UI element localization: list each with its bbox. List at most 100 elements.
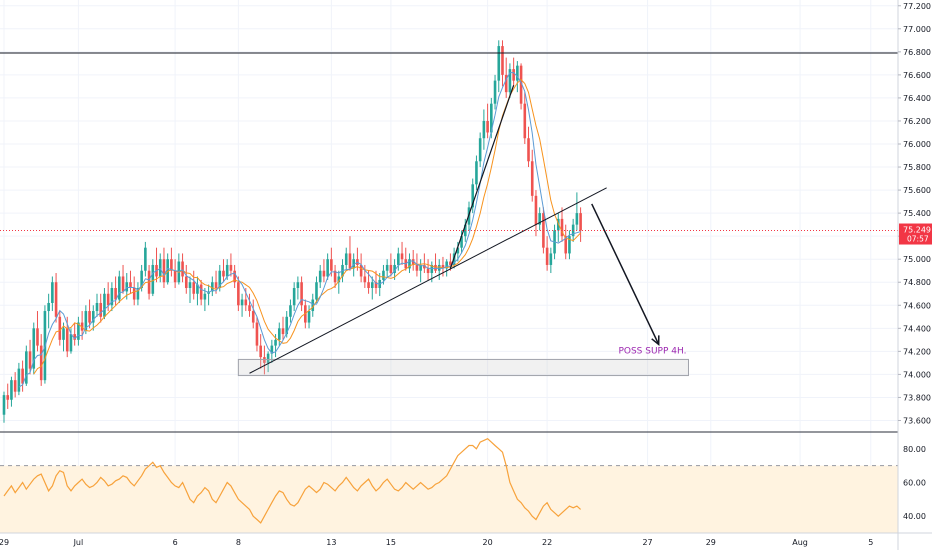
candle-down [411,259,415,265]
candle-down [88,311,91,323]
candle-down [441,264,445,269]
candle-up [69,334,73,352]
candle-up [274,339,277,346]
time-tick-label: 29 [706,538,716,547]
price-tick-label: 74.600 [903,301,931,310]
rsi-tick-label: 40.00 [903,512,926,521]
candle-up [393,264,396,274]
price-tick-label: 76.000 [903,140,931,149]
candle-up [430,264,434,274]
price-tick-label: 75.400 [903,209,931,218]
candle-down [512,69,515,81]
candle-down [199,284,203,300]
candle-down [248,305,251,312]
candle-down [363,276,367,283]
candle-up [125,282,129,292]
price-tick-label: 74.000 [903,370,931,379]
candle-down [65,328,69,352]
last-price-value: 75.249 [903,226,931,235]
candle-up [211,282,214,292]
time-tick-label: 15 [386,538,396,547]
candle-up [549,253,553,265]
candle-up [144,247,147,271]
candle-up [203,293,207,300]
candle-down [233,270,236,283]
candle-up [2,395,6,415]
candle-down [527,138,530,162]
candle-up [315,282,318,300]
candle-down [162,259,166,283]
candle-down [400,253,404,260]
moving-averages-layer [18,72,581,388]
candle-up [266,353,270,363]
candle-up [188,282,192,288]
price-tick-label: 76.800 [903,48,931,57]
candle-up [568,236,571,254]
candle-up [196,284,199,294]
candle-down [367,282,370,288]
candle-up [482,120,486,139]
candle-down [222,270,225,277]
time-tick-label: 20 [483,538,493,547]
time-tick-label: 5 [868,538,873,547]
candle-down [121,276,125,292]
candle-down [129,282,132,288]
candle-up [408,259,411,269]
candle-down [333,270,337,283]
candle-down [80,322,84,331]
price-tick-label: 74.800 [903,278,931,287]
rsi-tick-label: 80.00 [903,445,926,454]
grid-layer [0,0,898,533]
time-tick-label: 29 [0,538,9,547]
candle-down [423,264,426,269]
candle-up [95,302,99,312]
candle-up [296,282,300,288]
candle-up [490,103,493,133]
candle-down [244,299,248,306]
candle-up [285,316,289,335]
candle-up [10,380,13,400]
candle-up [382,270,385,280]
candle-down [449,261,452,265]
candle-up [456,247,460,254]
candle-up [337,276,341,283]
candle-up [51,282,54,303]
candle-up [508,69,512,93]
price-tick-label: 73.600 [903,416,931,425]
candle-down [170,259,173,271]
candle-down [192,282,196,294]
candle-down [579,213,582,231]
candle-down [519,65,523,104]
candle-down [530,161,534,196]
candle-down [237,282,240,306]
price-tick-label: 76.600 [903,71,931,80]
price-tick-label: 75.000 [903,255,931,264]
candle-down [501,46,504,75]
candle-down [434,264,437,271]
candle-up [136,288,140,300]
candle-down [114,288,117,300]
candle-up [471,184,475,208]
candle-up [475,161,478,185]
last-price-badge [899,223,932,245]
forecast-arrow-head [651,335,660,346]
support-zone [237,358,689,377]
candle-down [36,328,39,346]
candle-up [318,270,322,283]
candle-up [91,311,95,323]
candle-up [344,253,348,265]
candle-up [218,270,222,288]
candle-down [426,268,430,274]
candle-up [62,328,65,340]
price-tick-label: 77.200 [903,2,931,11]
price-tick-label: 74.400 [903,324,931,333]
candle-down [564,236,568,254]
candle-up [556,218,560,231]
candle-down [58,316,62,340]
time-tick-label: 8 [236,538,241,547]
rsi-band [0,465,898,533]
rsi-pane [0,431,898,534]
rsi-tick-label: 60.00 [903,479,926,488]
